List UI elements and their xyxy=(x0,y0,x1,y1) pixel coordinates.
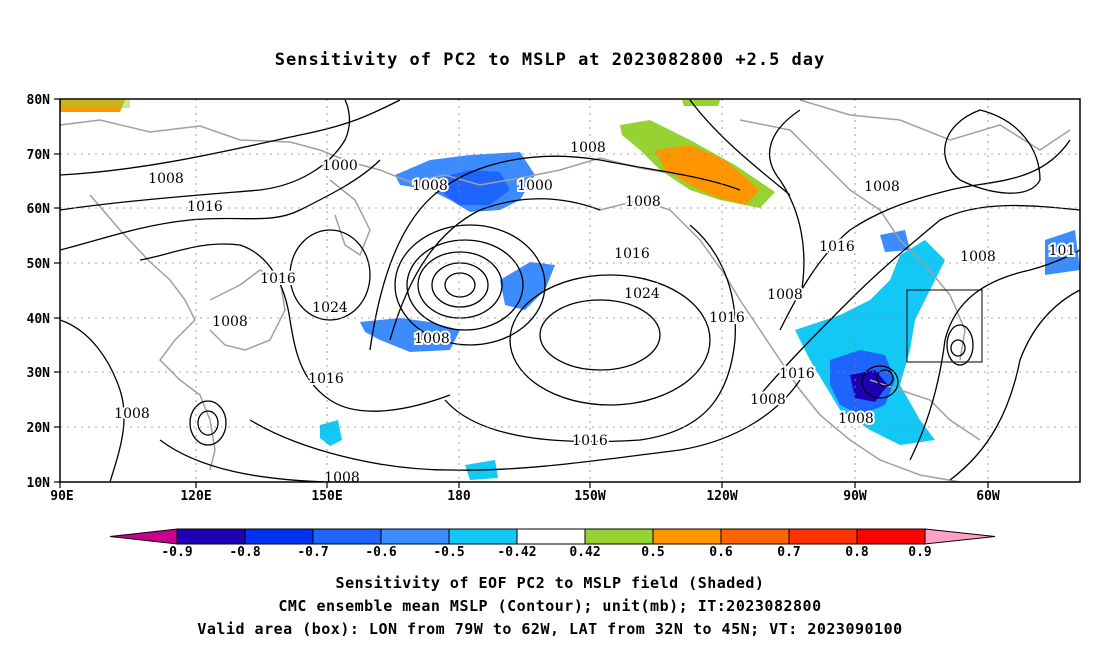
contour-label: 1016 xyxy=(260,271,296,287)
contour-label: 1008 xyxy=(625,194,661,210)
contour-label: 1008 xyxy=(324,470,360,486)
contour-label: 1016 xyxy=(308,371,344,387)
coastlines xyxy=(59,99,1071,483)
colorbar-swatch xyxy=(516,528,586,545)
colorbar xyxy=(109,528,996,545)
colorbar-swatch xyxy=(856,528,926,545)
colorbar-swatch xyxy=(312,528,382,545)
graticule xyxy=(60,99,1080,482)
lat-label: 80N xyxy=(27,93,51,108)
caption-line-3: Valid area (box): LON from 79W to 62W, L… xyxy=(197,620,903,638)
colorbar-swatch xyxy=(584,528,654,545)
contour-label: 1008 xyxy=(864,179,900,195)
contour-label: 1008 xyxy=(148,171,184,187)
lat-label: 70N xyxy=(27,148,51,163)
colorbar-label: 0.6 xyxy=(709,545,733,560)
colorbar-swatch xyxy=(448,528,518,545)
colorbar-label: 0.42 xyxy=(569,545,600,560)
contour-label: 1016 xyxy=(819,239,855,255)
colorbar-label: 0.9 xyxy=(908,545,931,560)
lon-label: 120W xyxy=(706,489,737,504)
colorbar-swatch xyxy=(652,528,722,545)
colorbar-label: -0.6 xyxy=(365,545,396,560)
colorbar-arrow-low xyxy=(109,528,178,545)
lon-label: 150W xyxy=(574,489,605,504)
lon-label: 150E xyxy=(311,489,342,504)
lon-label: 180 xyxy=(447,489,471,504)
lon-label: 90W xyxy=(843,489,867,504)
colorbar-swatch xyxy=(380,528,450,545)
contour-label: 1008 xyxy=(570,140,606,156)
contour-label: 1016 xyxy=(187,199,223,215)
chart-title: Sensitivity of PC2 to MSLP at 2023082800… xyxy=(274,50,826,70)
colorbar-swatch xyxy=(176,528,246,545)
colorbar-label: -0.5 xyxy=(433,545,464,560)
colorbar-label: 0.8 xyxy=(845,545,869,560)
lat-label: 60N xyxy=(27,202,51,217)
contour-label: 101 xyxy=(1049,243,1076,259)
contour-label: 1016 xyxy=(779,366,815,382)
colorbar-label: -0.9 xyxy=(161,545,192,560)
colorbar-label: 0.5 xyxy=(641,545,664,560)
colorbar-swatch xyxy=(244,528,314,545)
lon-label: 60W xyxy=(976,489,1000,504)
lat-label: 20N xyxy=(27,421,51,436)
contour-label: 1008 xyxy=(767,287,803,303)
contour-labels: 1000 1008 1008 1000 1008 1008 1016 1016 … xyxy=(112,138,1077,488)
contour-label: 1000 xyxy=(322,158,358,174)
caption-line-2: CMC ensemble mean MSLP (Contour); unit(m… xyxy=(278,597,822,615)
lat-label: 50N xyxy=(27,257,51,272)
contour-label: 1008 xyxy=(412,178,448,194)
lat-label: 40N xyxy=(27,312,51,327)
contour-label: 1008 xyxy=(212,314,248,330)
lat-label: 10N xyxy=(27,476,51,491)
colorbar-label: 0.7 xyxy=(777,545,800,560)
contour-label: 1008 xyxy=(114,406,150,422)
caption-line-1: Sensitivity of EOF PC2 to MSLP field (Sh… xyxy=(335,574,765,592)
contour-label: 1000 xyxy=(517,178,553,194)
colorbar-labels: -0.9 -0.8 -0.7 -0.6 -0.5 -0.42 0.42 0.5 … xyxy=(161,545,931,560)
colorbar-arrow-high xyxy=(924,528,996,545)
lon-label: 120E xyxy=(180,489,211,504)
valid-area-box xyxy=(906,289,983,363)
contour-label: 1024 xyxy=(312,300,348,316)
contour-label: 1016 xyxy=(709,310,745,326)
contour-label: 1008 xyxy=(960,249,996,265)
lon-label: 90E xyxy=(50,489,73,504)
lat-label: 30N xyxy=(27,366,51,381)
colorbar-label: -0.42 xyxy=(497,545,536,560)
contour-label: 1008 xyxy=(414,331,450,347)
colorbar-swatch xyxy=(720,528,790,545)
contour-label: 1008 xyxy=(750,392,786,408)
contour-label: 1024 xyxy=(624,286,660,302)
contour-label: 1008 xyxy=(838,411,874,427)
colorbar-swatch xyxy=(788,528,858,545)
mslp-contours xyxy=(59,99,1081,483)
contour-label: 1016 xyxy=(614,246,650,262)
colorbar-label: -0.7 xyxy=(297,545,328,560)
colorbar-label: -0.8 xyxy=(229,545,260,560)
contour-label: 1016 xyxy=(572,433,608,449)
